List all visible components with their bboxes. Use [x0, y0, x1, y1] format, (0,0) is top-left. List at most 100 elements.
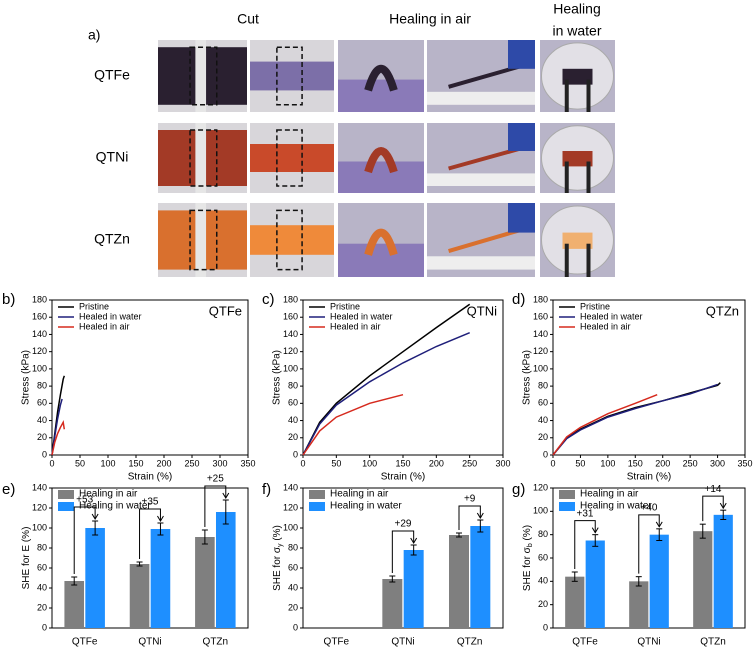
y-tick-label: 180 — [533, 294, 548, 304]
x-tick-label: 0 — [49, 458, 54, 468]
bracket — [638, 514, 660, 574]
y-tick-label: 120 — [533, 482, 548, 492]
cut — [195, 203, 207, 277]
y-tick-label: 80 — [538, 529, 548, 539]
tweezer — [564, 161, 569, 193]
legend-label: Healed in air — [79, 321, 130, 331]
y-tick-label: 80 — [37, 542, 47, 552]
y-tick-label: 180 — [32, 294, 47, 304]
glove — [338, 79, 424, 112]
glove — [338, 243, 424, 277]
bar — [129, 564, 150, 628]
cut-box — [189, 46, 218, 106]
error-bar — [201, 529, 208, 545]
panel-label: c) — [262, 291, 275, 308]
plot-frame — [51, 299, 249, 456]
y-tick-label: 160 — [32, 312, 47, 322]
column-header: Healing — [553, 1, 600, 17]
y-tick-label: 120 — [32, 346, 47, 356]
bar — [629, 581, 649, 628]
x-tick-label: QTNi — [637, 637, 660, 648]
x-tick-label: 200 — [429, 458, 444, 468]
arrow-head — [655, 521, 663, 528]
legend-label: Healed in air — [580, 321, 631, 331]
sample — [562, 232, 593, 249]
row-label: QTZn — [94, 231, 130, 247]
x-tick-label: 100 — [600, 458, 615, 468]
x-tick-label: 150 — [128, 458, 143, 468]
legend-label: Healing in water — [580, 501, 652, 512]
y-tick-label: 100 — [283, 522, 298, 532]
panel-label: g) — [512, 481, 525, 498]
legend-label: Healed in air — [330, 321, 381, 331]
x-tick-label: 200 — [156, 458, 171, 468]
arrow-head — [591, 527, 599, 534]
x-tick-label: QTZn — [203, 637, 229, 648]
annotation: QTZn — [706, 303, 739, 318]
y-tick-label: 140 — [32, 329, 47, 339]
error-bar — [720, 509, 727, 520]
bar — [150, 529, 171, 628]
y-axis-label-part: (%) — [522, 525, 533, 543]
legend-swatch — [559, 490, 575, 499]
cut-box — [189, 209, 218, 271]
panel-label: d) — [512, 291, 525, 308]
glove — [508, 40, 535, 69]
x-tick-label: QTZn — [457, 637, 483, 648]
column-header: in water — [552, 23, 601, 39]
cut — [195, 123, 207, 193]
error-bar — [456, 532, 462, 538]
bracket — [73, 506, 96, 574]
glove — [508, 203, 535, 233]
legend-label: Pristine — [580, 301, 610, 311]
error-bar — [410, 544, 417, 556]
row-label: QTFe — [94, 67, 130, 83]
x-tick-label: 250 — [683, 458, 698, 468]
x-tick-label: 150 — [395, 458, 410, 468]
annotation: +14 — [705, 484, 722, 495]
bar — [85, 528, 105, 628]
error-bar — [592, 534, 599, 547]
y-tick-label: 20 — [288, 602, 298, 612]
error-bar — [92, 520, 99, 536]
x-tick-label: QTFe — [324, 637, 350, 648]
sample — [364, 65, 398, 92]
error-bar — [477, 519, 484, 533]
legend-swatch — [309, 502, 325, 511]
annotation: +53 — [76, 495, 93, 506]
y-tick-label: 100 — [32, 522, 47, 532]
sample — [562, 68, 593, 85]
bar — [470, 526, 491, 628]
bar — [215, 512, 236, 628]
series-line — [302, 393, 404, 456]
legend-label: Pristine — [330, 301, 360, 311]
y-axis-label-part: SHE for σ — [272, 546, 283, 591]
annotation: +31 — [577, 508, 594, 519]
y-axis-label: Stress (kPa) — [21, 350, 32, 405]
bar — [565, 576, 585, 628]
cut — [195, 40, 207, 112]
bracket — [139, 508, 161, 559]
y-tick-label: 120 — [32, 502, 47, 512]
series-line — [302, 303, 471, 456]
legend-swatch — [559, 502, 575, 511]
y-tick-label: 80 — [37, 380, 47, 390]
y-tick-label: 120 — [533, 346, 548, 356]
error-bar — [136, 561, 143, 567]
arrow-head — [410, 537, 418, 544]
y-tick-label: 80 — [538, 380, 548, 390]
tweezer — [564, 243, 569, 277]
series-line — [51, 398, 63, 456]
x-tick-label: 200 — [655, 458, 670, 468]
annotation: +9 — [464, 494, 476, 505]
bracket — [458, 505, 481, 530]
sample — [364, 147, 398, 174]
x-tick-label: 50 — [575, 458, 585, 468]
y-tick-label: 120 — [283, 346, 298, 356]
bracket — [204, 485, 227, 527]
y-tick-label: 100 — [533, 363, 548, 373]
series-line — [552, 394, 658, 456]
glove — [338, 161, 424, 193]
y-tick-label: 60 — [37, 398, 47, 408]
